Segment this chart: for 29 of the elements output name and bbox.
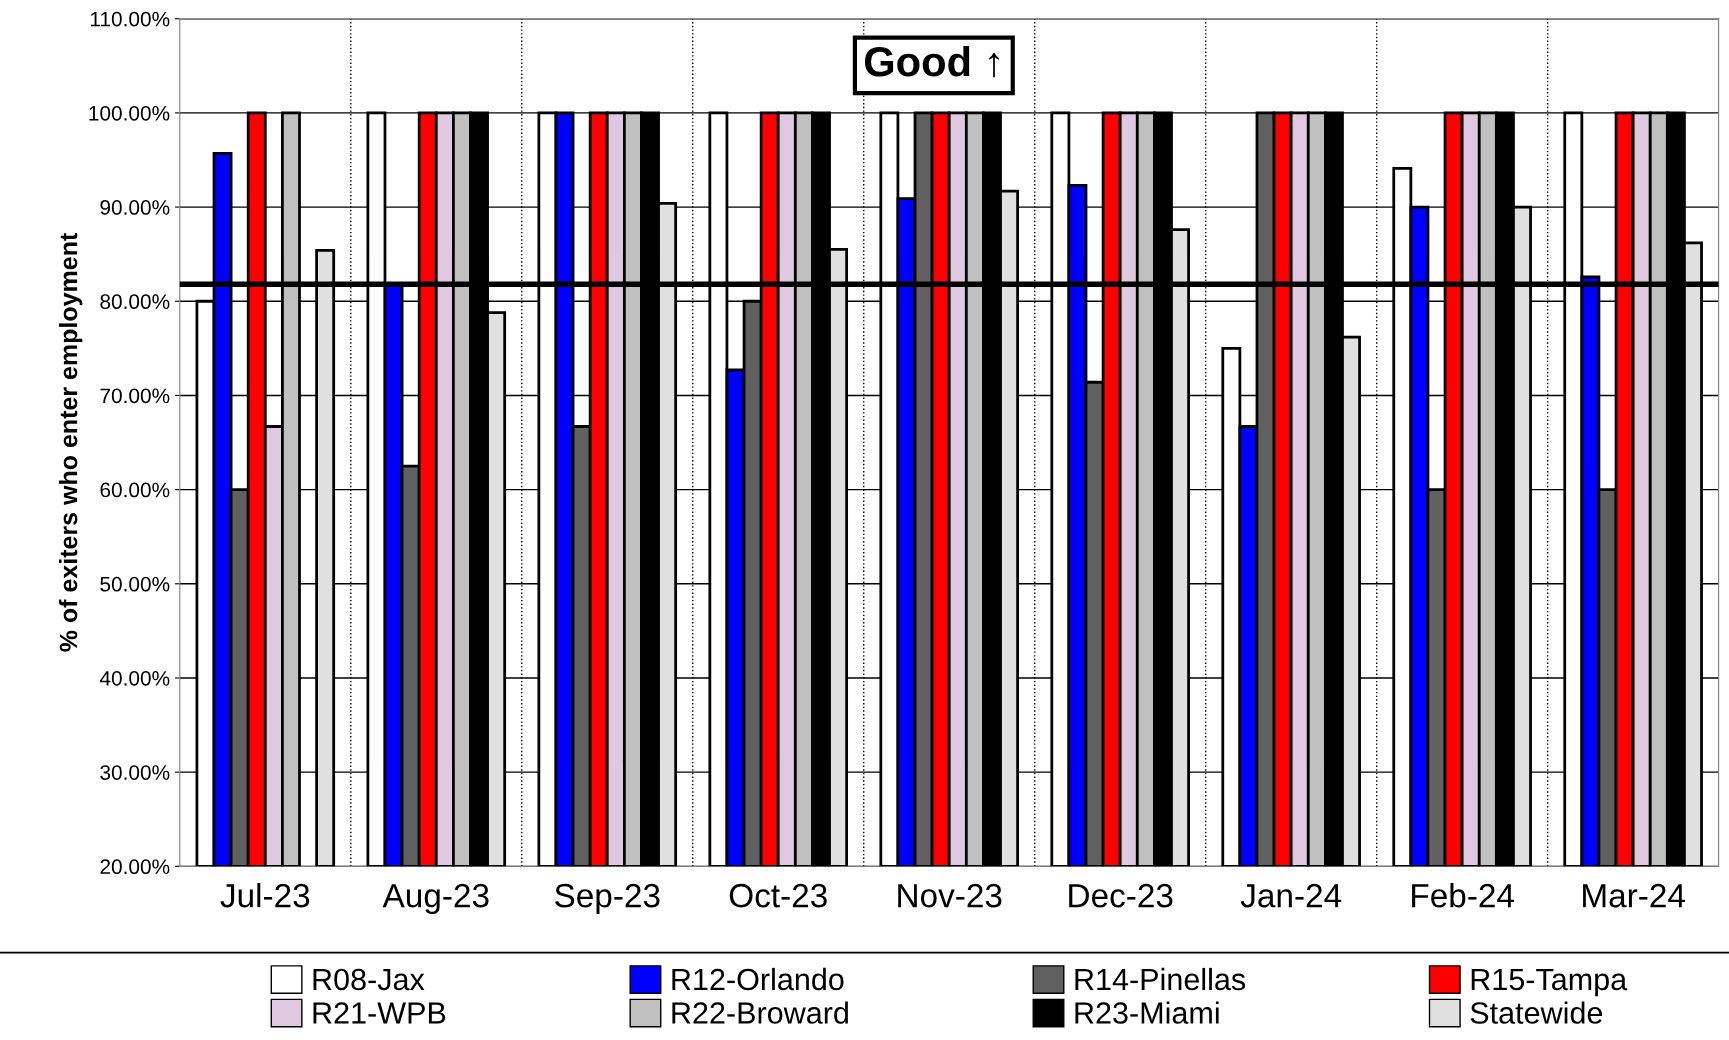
x-tick-label: Mar-24 [1583,883,1685,908]
legend-label: R12-Orlando [672,967,844,991]
legend-label: R23-Miami [1075,1001,1219,1024]
x-tick-label: Aug-23 [382,883,489,915]
y-tick-label: 90.00% [100,200,170,215]
x-tick-label: Dec-23 [1069,883,1173,908]
legend-label: R14-Pinellas [1075,967,1246,991]
legend-label: R08-Jax [313,968,425,991]
x-tick-label: Nov-23 [898,883,1002,908]
y-tick-label: 30.00% [100,765,170,780]
x-tick-label: Sep-23 [555,883,660,915]
y-tick-label: 100.00% [89,105,170,121]
y-tick-label: 80.00% [100,294,170,310]
annotation: Good ↑ [864,45,999,78]
legend-label: R21-WPB [313,1002,446,1024]
legend-label: R15-Tampa [1471,968,1628,997]
y-tick-label: 50.00% [100,576,170,592]
x-tick-label: Oct-23 [729,883,827,908]
y-tick-label: 40.00% [99,670,170,686]
y-tick-label: 20.00% [100,859,170,875]
y-tick-label: 110.00% [90,11,170,27]
x-tick-label: Feb-24 [1412,882,1514,908]
y-axis-title: % of exiters who enter employment [58,233,83,652]
x-tick-label: Jan-24 [1240,883,1342,908]
x-tick-label: Jul-23 [220,882,310,908]
y-tick-label: 70.00% [100,388,170,404]
y-tick-label: 60.00% [100,482,170,498]
legend-label: Statewide [1470,1001,1603,1024]
legend-label: R22-Broward [672,1001,848,1024]
